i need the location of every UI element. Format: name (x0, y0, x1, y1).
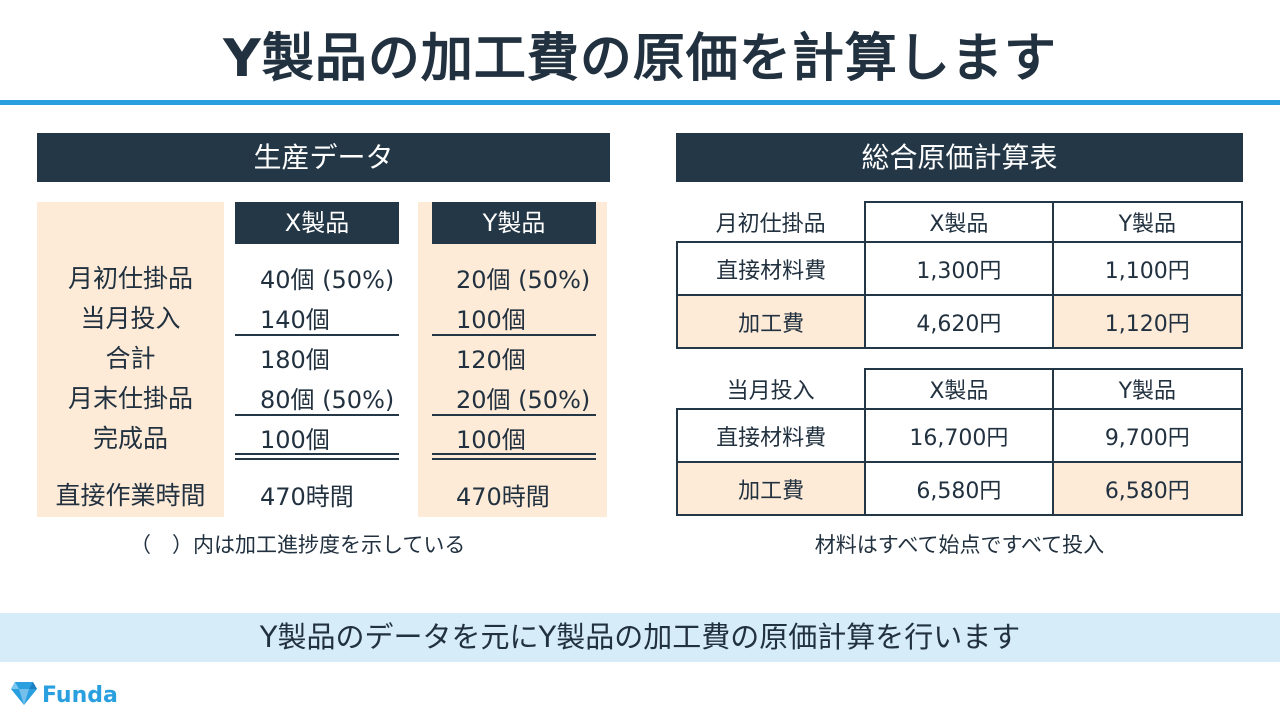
opening-wip-table-label: 月初仕掛品 (677, 202, 867, 243)
opening-conversion-x: 4,620円 (864, 294, 1054, 349)
title-underline (0, 100, 1280, 105)
y-sum-rule (432, 334, 596, 336)
funda-logo: Funda (10, 680, 118, 710)
row-label-background (37, 202, 224, 517)
diamond-logo-icon (10, 680, 38, 710)
current-conversion-y: 6,580円 (1051, 461, 1244, 516)
current-material-x: 16,700円 (864, 408, 1054, 463)
current-conversion-x: 6,580円 (864, 461, 1054, 516)
brand-name: Funda (42, 682, 118, 708)
y-total: 120個 (456, 346, 526, 374)
row-label-opening-wip: 月初仕掛品 (67, 264, 193, 293)
y-closing-wip: 20個 (50%) (456, 386, 591, 414)
x-product-column-header: X製品 (235, 202, 399, 244)
opening-y-column-header: Y製品 (1051, 201, 1244, 243)
current-input-table-label: 当月投入 (677, 369, 867, 410)
x-final-double-rule-bottom (235, 458, 399, 460)
x-opening-wip: 40個 (50%) (260, 266, 395, 294)
row-label-current-input: 当月投入 (80, 304, 181, 333)
x-final-double-rule-top (235, 453, 399, 455)
current-x-column-header: X製品 (864, 368, 1054, 410)
y-current-input: 100個 (456, 306, 526, 334)
opening-wip-cost-table: 月初仕掛品 X製品 Y製品 直接材料費 1,300円 1,100円 加工費 4,… (675, 201, 1244, 349)
opening-material-y: 1,100円 (1051, 241, 1244, 296)
x-closing-wip: 80個 (50%) (260, 386, 395, 414)
row-label-total: 合計 (105, 344, 156, 373)
opening-conversion-y: 1,120円 (1051, 294, 1244, 349)
summary-banner: Y製品のデータを元にY製品の加工費の原価計算を行います (0, 613, 1280, 662)
x-total: 180個 (260, 346, 330, 374)
y-final-double-rule-bottom (432, 458, 596, 460)
y-opening-wip: 20個 (50%) (456, 266, 591, 294)
y-completed: 100個 (456, 426, 526, 454)
row-label-direct-labor-hours: 直接作業時間 (55, 481, 206, 510)
current-y-column-header: Y製品 (1051, 368, 1244, 410)
x-sum-rule (235, 334, 399, 336)
current-input-cost-table: 当月投入 X製品 Y製品 直接材料費 16,700円 9,700円 加工費 6,… (675, 368, 1244, 516)
x-difference-rule (235, 414, 399, 416)
row-label-closing-wip: 月末仕掛品 (67, 384, 193, 413)
y-final-double-rule-top (432, 453, 596, 455)
x-current-input: 140個 (260, 306, 330, 334)
current-material-label: 直接材料費 (675, 408, 867, 463)
progress-note: （ ）内は加工進捗度を示している (130, 533, 466, 557)
x-direct-labor-hours: 470時間 (260, 483, 354, 511)
opening-x-column-header: X製品 (864, 201, 1054, 243)
material-note: 材料はすべて始点ですべて投入 (814, 533, 1105, 557)
cost-table-header: 総合原価計算表 (676, 133, 1243, 182)
x-completed: 100個 (260, 426, 330, 454)
opening-material-label: 直接材料費 (675, 241, 867, 296)
y-column-background (418, 202, 607, 517)
page-title: Y製品の加工費の原価を計算します (223, 29, 1057, 89)
y-direct-labor-hours: 470時間 (456, 483, 550, 511)
y-product-column-header: Y製品 (432, 202, 596, 244)
opening-material-x: 1,300円 (864, 241, 1054, 296)
y-difference-rule (432, 414, 596, 416)
opening-conversion-label: 加工費 (675, 294, 867, 349)
current-conversion-label: 加工費 (675, 461, 867, 516)
current-material-y: 9,700円 (1051, 408, 1244, 463)
row-label-completed: 完成品 (92, 424, 168, 453)
production-data-header: 生産データ (37, 133, 610, 182)
